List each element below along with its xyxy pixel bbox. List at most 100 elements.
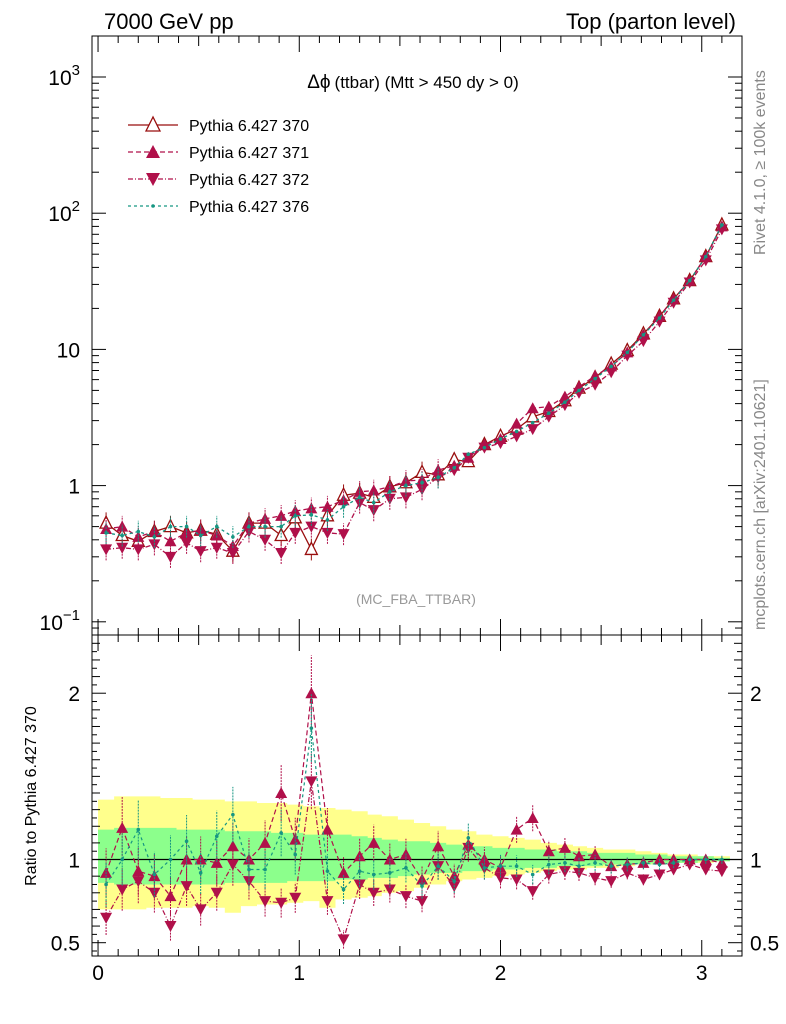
ratio-point (703, 857, 708, 862)
ratio-point (526, 811, 539, 823)
x-tick-label: 2 (495, 962, 507, 985)
data-point (462, 452, 475, 464)
header-right: Top (parton level) (566, 9, 736, 34)
ratio-point (132, 865, 145, 877)
ratio-point (275, 897, 288, 909)
ratio-point (452, 879, 457, 883)
data-point (715, 224, 728, 236)
data-point (452, 466, 457, 470)
data-point (210, 529, 223, 541)
ratio-point (687, 857, 692, 862)
data-point (353, 497, 366, 509)
ratio-point (388, 871, 392, 875)
ratio-point (180, 853, 193, 865)
x-tick-label: 3 (696, 962, 708, 985)
series-pythia-6-427-372 (100, 224, 728, 568)
ratio-point (436, 864, 440, 868)
data-point (371, 500, 376, 505)
ratio-point (210, 887, 223, 899)
plot-title: Δϕ (ttbar) (Mtt > 450 dy > 0) (307, 72, 519, 93)
ratio-point (341, 887, 346, 892)
series-pythia-6-427-376 (104, 223, 724, 548)
data-point (367, 505, 380, 517)
data-point (152, 535, 157, 539)
ratio-point (259, 836, 272, 848)
y-tick-label: 102 (48, 198, 80, 226)
data-point (399, 492, 412, 504)
ratio-point (116, 821, 129, 833)
ratio-point (432, 840, 445, 852)
ratio-point (593, 861, 597, 865)
ratio-y-tick-label-right: 1 (750, 850, 762, 873)
ratio-y-tick-label-right: 2 (750, 683, 762, 706)
data-point (482, 445, 487, 450)
ratio-point (510, 874, 523, 886)
data-point (547, 411, 551, 416)
data-point (621, 350, 634, 362)
data-point (683, 277, 696, 289)
uncertainty-band-inner (98, 827, 730, 885)
ratio-point (399, 891, 412, 903)
data-point (309, 513, 314, 517)
ratio-point (309, 726, 314, 730)
data-point (210, 542, 223, 554)
data-point (242, 526, 255, 538)
data-point (275, 547, 288, 559)
ratio-point (231, 812, 235, 817)
ratio-point (371, 872, 376, 877)
data-point (231, 535, 235, 539)
ratio-point (530, 872, 535, 877)
y-tick-label: 10−1 (40, 607, 80, 635)
ratio-point (547, 862, 551, 867)
data-point (526, 424, 539, 436)
legend-marker (146, 173, 160, 186)
series-line (105, 226, 723, 547)
ratio-point (289, 833, 302, 845)
series-pythia-6-427-371 (100, 220, 728, 558)
series-line (105, 224, 723, 538)
ratio-point (577, 864, 581, 868)
ratio-point (152, 872, 157, 877)
ratio-point (641, 861, 646, 865)
ratio-point (383, 884, 396, 896)
ratio-point (321, 823, 334, 835)
data-point (325, 518, 330, 522)
ratio-ylabel: Ratio to Pythia 6.427 370 (23, 706, 40, 886)
ratio-point (720, 857, 724, 862)
data-point (510, 431, 523, 443)
data-point (510, 417, 523, 429)
ratio-point (466, 836, 471, 840)
data-point (589, 369, 602, 381)
ratio-point (226, 859, 239, 871)
ratio-point (136, 827, 141, 832)
ratio-point (198, 871, 203, 875)
data-point (671, 298, 676, 302)
ratio-point (514, 864, 519, 868)
series-pythia-6-427-370 (99, 216, 729, 563)
data-point (164, 551, 177, 563)
data-point (526, 402, 539, 414)
data-point (589, 379, 602, 391)
ratio-point (657, 862, 662, 867)
analysis-watermark: (MC_FBA_TTBAR) (356, 591, 476, 607)
ratio-panel: 2 2 1 1 0.5 0.5 0 1 2 3 Ratio to Pythia 6.427 370 (23, 634, 779, 985)
data-point (514, 429, 519, 434)
ratio-point (305, 687, 318, 699)
data-point (116, 520, 129, 532)
ratio-point (337, 866, 350, 878)
data-point (198, 533, 203, 538)
ratio-y-tick-label-left: 2 (68, 683, 80, 706)
ratio-point (621, 867, 634, 879)
ratio-point (104, 882, 108, 887)
data-point (214, 524, 219, 529)
ratio-point (367, 836, 380, 848)
ratio-point (653, 853, 666, 865)
data-point (563, 400, 567, 404)
data-point (168, 524, 173, 529)
ratio-point (609, 864, 613, 868)
legend: Pythia 6.427 370 Pythia 6.427 371 Pythia 6… (128, 115, 309, 216)
y-tick-label: 10 (57, 339, 80, 362)
legend-entry-376: Pythia 6.427 376 (128, 199, 309, 216)
ratio-point (275, 787, 288, 799)
